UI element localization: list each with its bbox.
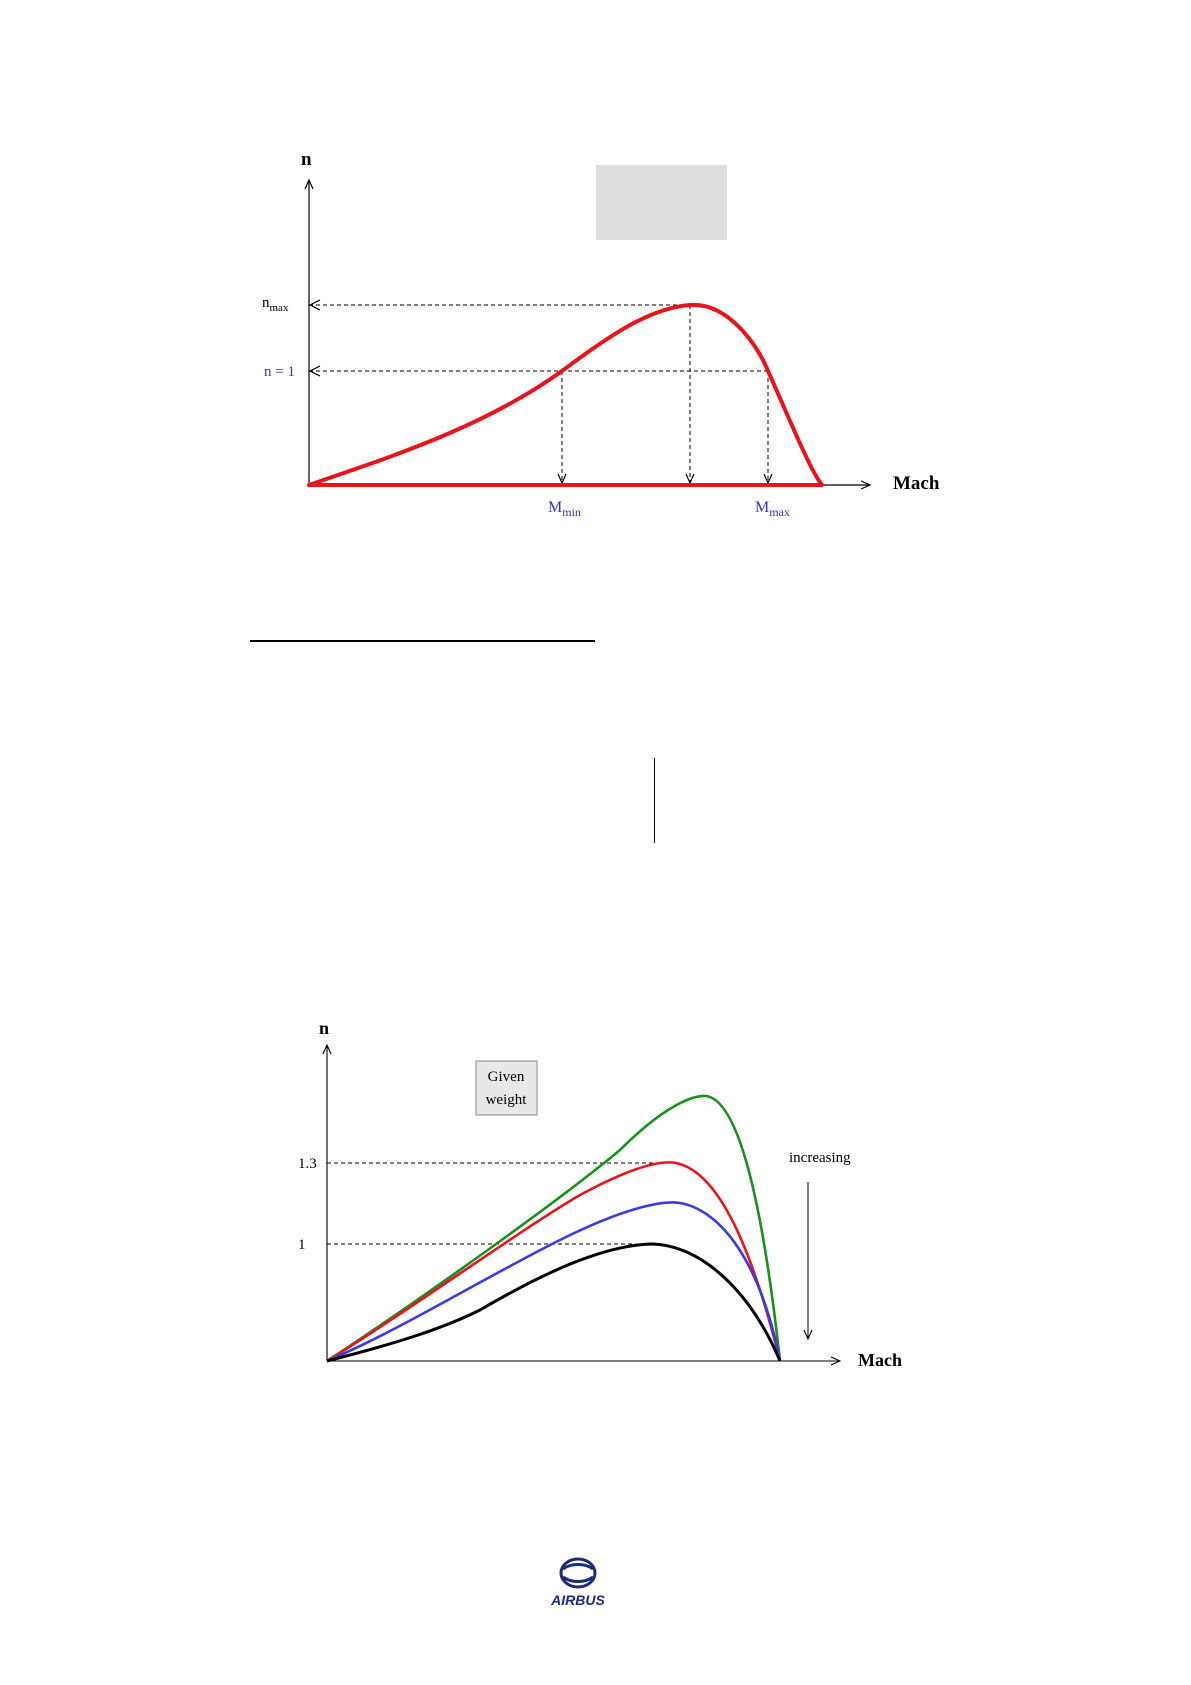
weight-label: weight <box>486 1092 528 1108</box>
curve-blue <box>326 1201 782 1363</box>
nmax-label: nmax <box>262 295 289 314</box>
curve-green <box>326 1094 782 1363</box>
tick-1-3-label: 1.3 <box>298 1156 317 1172</box>
mmin-label: Mmin <box>548 499 581 519</box>
airbus-logo: AIRBUS <box>550 1557 605 1608</box>
tick-1-label: 1 <box>298 1237 306 1253</box>
grey-legend-box <box>596 165 727 240</box>
given-weight-box <box>475 1060 538 1116</box>
curve-red <box>326 1161 782 1363</box>
nmax-arrowhead <box>308 299 321 311</box>
x-axis-label: Mach <box>858 1350 902 1370</box>
x-axis-label: Mach <box>893 473 940 494</box>
n1-arrowhead <box>308 365 321 377</box>
n1-label: n = 1 <box>264 364 295 380</box>
increasing-label: increasing <box>789 1150 851 1166</box>
given-label: Given <box>488 1069 525 1085</box>
airbus-swirl-icon <box>559 1557 597 1589</box>
y-axis-label: n <box>301 149 312 170</box>
y-axis-label: n <box>319 1018 329 1038</box>
chart-2: n Mach 1.3 1 Given weight increasing <box>298 1018 902 1370</box>
vertical-divider <box>654 758 655 843</box>
mmax-label: Mmax <box>755 499 790 519</box>
section-heading-underline <box>250 640 595 642</box>
airbus-wordmark: AIRBUS <box>550 1592 605 1608</box>
curve-black <box>326 1242 782 1363</box>
envelope-curve <box>307 302 824 487</box>
chart-1: n Mach nmax n = 1 Mmin Mmax <box>262 149 940 519</box>
